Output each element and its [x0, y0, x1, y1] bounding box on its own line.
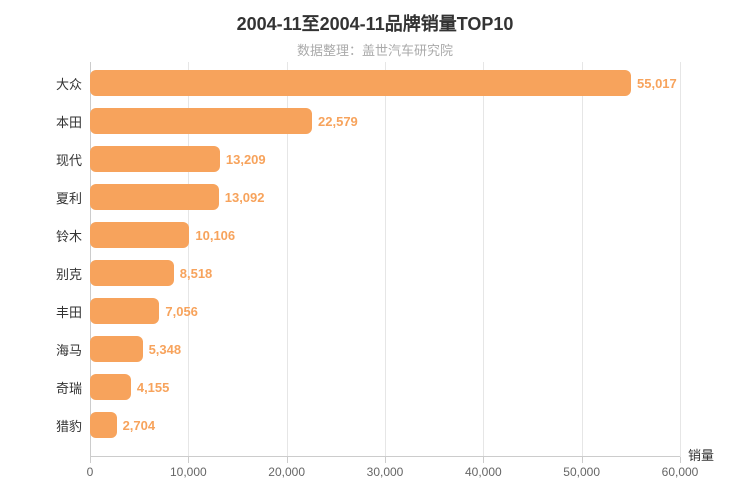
bar-value-label: 5,348	[149, 342, 182, 357]
x-tick-label: 30,000	[367, 465, 404, 479]
bar-value-label: 13,209	[226, 152, 266, 167]
x-tick-label: 40,000	[465, 465, 502, 479]
plot-area: 010,00020,00030,00040,00050,00060,00055,…	[90, 62, 680, 457]
bar	[90, 70, 631, 96]
bar	[90, 298, 159, 324]
x-tick	[385, 457, 386, 463]
y-category-label: 本田	[56, 112, 82, 131]
y-category-label: 别克	[56, 264, 82, 283]
bar	[90, 412, 117, 438]
bar-value-label: 8,518	[180, 266, 213, 281]
bar	[90, 374, 131, 400]
x-tick-label: 10,000	[170, 465, 207, 479]
x-tick	[483, 457, 484, 463]
x-axis-line	[90, 456, 680, 457]
chart-container: 2004-11至2004-11品牌销量TOP10 数据整理：盖世汽车研究院 01…	[0, 0, 750, 500]
bar	[90, 146, 220, 172]
chart-title: 2004-11至2004-11品牌销量TOP10	[0, 0, 750, 36]
y-category-label: 丰田	[56, 302, 82, 321]
bar-row: 13,209	[90, 146, 266, 172]
y-category-label: 海马	[56, 340, 82, 359]
chart-subtitle: 数据整理：盖世汽车研究院	[0, 40, 750, 59]
bar	[90, 184, 219, 210]
y-category-label: 奇瑞	[56, 378, 82, 397]
bar-row: 8,518	[90, 260, 212, 286]
y-category-label: 现代	[56, 150, 82, 169]
bar-value-label: 22,579	[318, 114, 358, 129]
y-category-label: 夏利	[56, 188, 82, 207]
y-category-label: 大众	[56, 74, 82, 93]
x-tick-label: 50,000	[563, 465, 600, 479]
bar-value-label: 4,155	[137, 380, 170, 395]
bar-row: 2,704	[90, 412, 155, 438]
y-category-label: 猎豹	[56, 416, 82, 435]
bar-row: 4,155	[90, 374, 169, 400]
gridline	[483, 62, 484, 457]
x-tick	[287, 457, 288, 463]
bar-row: 55,017	[90, 70, 677, 96]
bar-value-label: 13,092	[225, 190, 265, 205]
y-category-label: 铃木	[56, 226, 82, 245]
gridline	[680, 62, 681, 457]
x-tick	[680, 457, 681, 463]
x-axis-title: 销量	[688, 445, 714, 464]
bar-value-label: 7,056	[165, 304, 198, 319]
bar	[90, 222, 189, 248]
bar-row: 13,092	[90, 184, 265, 210]
bar-value-label: 2,704	[123, 418, 156, 433]
gridline	[385, 62, 386, 457]
bar-row: 10,106	[90, 222, 235, 248]
x-tick-label: 60,000	[662, 465, 699, 479]
x-tick	[90, 457, 91, 463]
bar-row: 22,579	[90, 108, 358, 134]
bar	[90, 260, 174, 286]
bar	[90, 108, 312, 134]
x-tick	[582, 457, 583, 463]
gridline	[582, 62, 583, 457]
bar	[90, 336, 143, 362]
bar-value-label: 55,017	[637, 76, 677, 91]
bar-value-label: 10,106	[195, 228, 235, 243]
x-tick	[188, 457, 189, 463]
bar-row: 5,348	[90, 336, 181, 362]
x-tick-label: 20,000	[268, 465, 305, 479]
x-tick-label: 0	[87, 465, 94, 479]
bar-row: 7,056	[90, 298, 198, 324]
